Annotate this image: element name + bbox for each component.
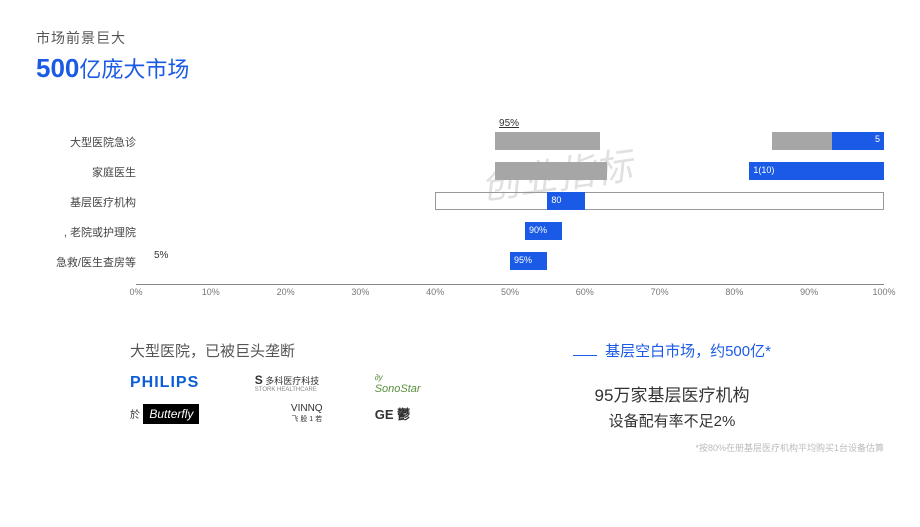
accent-line bbox=[573, 355, 597, 356]
logo-stork: S 多科医疗科技STORK HEALTHCARE bbox=[255, 373, 359, 393]
logo-grid: PHILIPS S 多科医疗科技STORK HEALTHCARE ∂ySonoS… bbox=[130, 371, 460, 424]
logo-philips: PHILIPS bbox=[130, 374, 239, 392]
logo-ge: GE 鬱 bbox=[375, 404, 460, 423]
chart-bar bbox=[435, 192, 884, 210]
market-bar-chart: 大型医院急诊 95% 5 家庭医生 1(10) 基层医疗机构 80 , 老院或护理院 90% 急救… bbox=[36, 130, 884, 320]
right-column: 基层空白市场，约500亿* 95万家基层医疗机构 设备配有率不足2% *按80%… bbox=[460, 340, 884, 454]
x-tick: 80% bbox=[725, 287, 743, 297]
chart-bar: 5 bbox=[832, 132, 884, 150]
right-title: 基层空白市场，约500亿* bbox=[605, 340, 771, 361]
logo-sonostar: ∂ySonoStar bbox=[375, 371, 460, 395]
chart-bar: 90% bbox=[525, 222, 562, 240]
row-label: 急救/医生查房等 bbox=[36, 254, 136, 270]
x-tick: 20% bbox=[277, 287, 295, 297]
logo-butterfly: 於 Butterfly bbox=[130, 406, 239, 421]
subtitle: 市场前景巨大 bbox=[36, 28, 884, 48]
x-tick: 100% bbox=[872, 287, 895, 297]
x-tick: 30% bbox=[351, 287, 369, 297]
stat-line-1: 95万家基层医疗机构 bbox=[460, 381, 884, 406]
chart-bar: 1(10) bbox=[749, 162, 884, 180]
left-column: 大型医院，已被巨头垄断 PHILIPS S 多科医疗科技STORK HEALTH… bbox=[36, 340, 460, 454]
chart-bar: 95% bbox=[495, 132, 600, 150]
stat-line-2: 设备配有率不足2% bbox=[460, 410, 884, 431]
x-tick: 60% bbox=[576, 287, 594, 297]
row-label: 大型医院急诊 bbox=[36, 134, 136, 150]
chart-bar bbox=[495, 162, 607, 180]
x-tick: 70% bbox=[651, 287, 669, 297]
row-label: 基层医疗机构 bbox=[36, 194, 136, 210]
x-tick: 10% bbox=[202, 287, 220, 297]
x-tick: 90% bbox=[800, 287, 818, 297]
x-tick: 0% bbox=[129, 287, 142, 297]
page-title: 500亿庞大市场 bbox=[36, 52, 884, 84]
chart-bar: 80 bbox=[547, 192, 584, 210]
footnote: *按80%在册基层医疗机构平均购买1台设备估算 bbox=[460, 441, 884, 454]
row-label: 家庭医生 bbox=[36, 164, 136, 180]
x-tick: 50% bbox=[501, 287, 519, 297]
x-tick: 40% bbox=[426, 287, 444, 297]
chart-bar: 95% bbox=[510, 252, 547, 270]
row-label: , 老院或护理院 bbox=[36, 224, 136, 240]
logo-vinno: VINNQ飞 股 1 若 bbox=[255, 403, 359, 424]
left-title: 大型医院，已被巨头垄断 bbox=[130, 340, 460, 361]
